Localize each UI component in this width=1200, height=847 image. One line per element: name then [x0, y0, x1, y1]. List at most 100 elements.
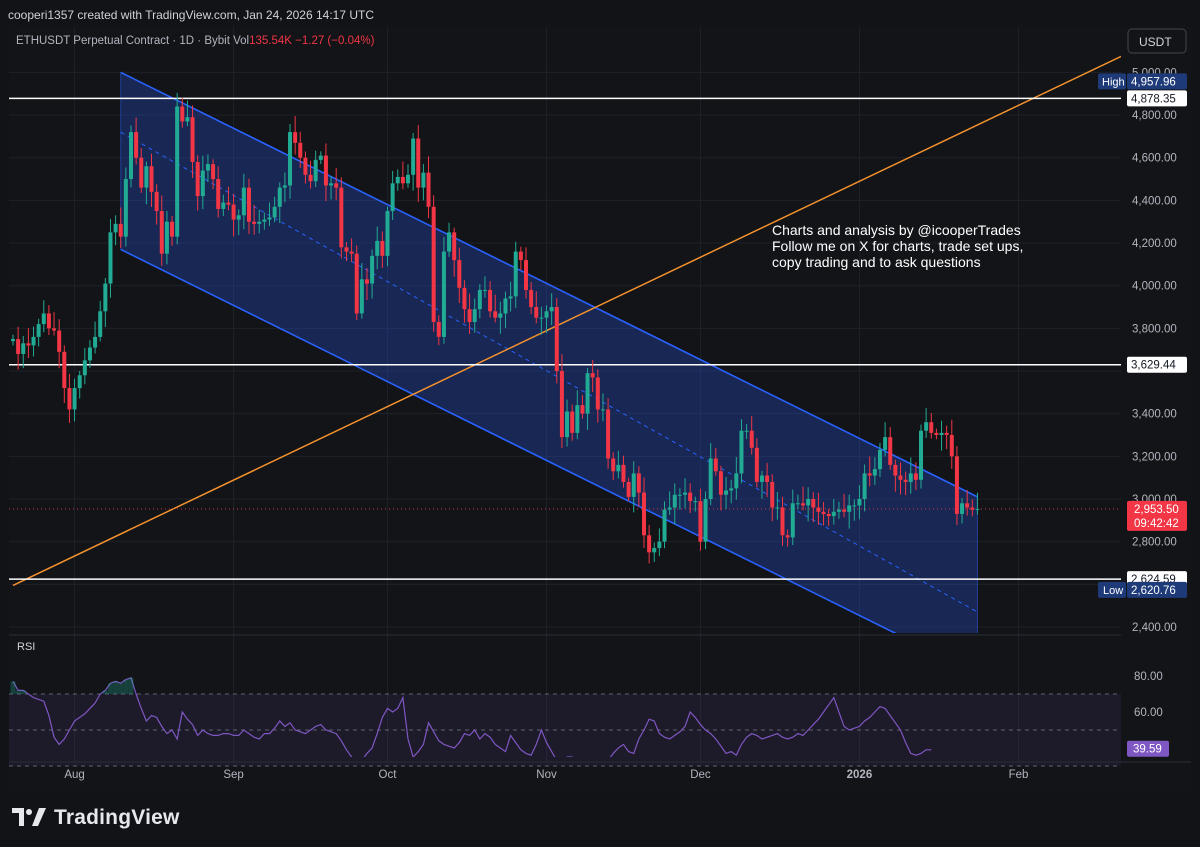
candle-body — [31, 336, 36, 346]
candle-body — [467, 309, 472, 322]
candle-body — [416, 138, 421, 188]
candle-body — [134, 132, 139, 158]
candle-body — [436, 321, 441, 337]
rsi-label: RSI — [17, 641, 35, 653]
candle-body — [252, 221, 257, 224]
candle-body — [877, 449, 882, 470]
orange-trendline — [12, 55, 1121, 587]
time-axis[interactable]: Aug Sep Oct Nov Dec 2026 Feb — [9, 761, 1191, 781]
candle-body — [323, 155, 328, 186]
currency-button[interactable] — [1127, 28, 1187, 54]
candle-body — [421, 172, 426, 188]
candle-body — [123, 179, 128, 237]
high-price-badge: 4,957.96 — [1131, 76, 1176, 88]
candle-body — [765, 475, 770, 482]
candle-body — [749, 430, 754, 448]
candle-body — [11, 339, 15, 342]
candle-body — [903, 479, 908, 482]
candle-body — [267, 217, 272, 220]
candle-body — [221, 202, 226, 209]
candle-body — [282, 185, 287, 188]
candle-body — [498, 313, 503, 318]
rsi-pane: RSI — [9, 641, 1121, 767]
candle-body — [205, 164, 210, 171]
candle-body — [636, 473, 641, 493]
candle-body — [303, 157, 308, 175]
candle-body — [847, 505, 852, 512]
candle-body — [513, 251, 518, 297]
candle-body — [354, 253, 359, 314]
channel-mid-line — [120, 131, 978, 613]
footer-brand: TradingView — [54, 806, 180, 829]
candle-body — [611, 458, 616, 472]
candle-body — [970, 507, 975, 510]
annotation-line: Charts and analysis by @icooperTrades — [772, 222, 1021, 238]
candle-body — [329, 183, 334, 186]
price-axis[interactable]: 5,000.004,800.004,600.004,400.004,200.00… — [1098, 27, 1191, 762]
candle-body — [503, 298, 508, 314]
low-tag-label: Low — [1103, 585, 1123, 597]
candles — [11, 92, 980, 564]
candle-body — [759, 475, 764, 482]
candle-body — [390, 183, 395, 212]
candle-body — [277, 187, 282, 207]
candle-body — [318, 155, 323, 160]
legend: ETHUSDT Perpetual Contract · 1D · Bybit … — [16, 35, 375, 47]
level-badge-bg — [1127, 356, 1187, 373]
candle-body — [154, 191, 159, 212]
candle-body — [616, 464, 621, 472]
candle-body — [944, 432, 949, 436]
candle-body — [170, 221, 175, 237]
candle-body — [872, 469, 877, 476]
time-tick-label: Dec — [690, 769, 711, 781]
chart-frame[interactable]: RSI 5,000.004,800.004,600.004,400.004,20… — [9, 27, 1191, 793]
candle-body — [472, 309, 477, 322]
candle-body — [118, 223, 123, 237]
candle-body — [842, 509, 847, 512]
candle-body — [518, 251, 523, 261]
candle-body — [744, 430, 749, 432]
candle-body — [549, 307, 554, 312]
candle-body — [385, 211, 390, 256]
tradingview-logo-icon — [12, 808, 46, 826]
candle-body — [67, 388, 72, 410]
candle-body — [344, 247, 349, 252]
candle-body — [175, 106, 180, 237]
candle-body — [718, 471, 723, 495]
candle-body — [395, 176, 400, 184]
candle-body — [703, 499, 708, 542]
candle-body — [93, 336, 98, 348]
candle-body — [508, 296, 513, 299]
candle-body — [677, 494, 682, 496]
countdown-badge: 09:42:42 — [1134, 518, 1179, 530]
candle-body — [462, 287, 467, 310]
chart-labels: ETHUSDT Perpetual Contract · 1D · Bybit … — [16, 35, 1023, 270]
low-tag-bg — [1098, 581, 1126, 598]
candle-body — [359, 279, 364, 314]
candle-body — [708, 458, 713, 499]
level-badge: 4,878.35 — [1131, 93, 1176, 105]
candle-body — [852, 505, 857, 507]
candle-body — [246, 187, 251, 222]
candle-body — [447, 232, 452, 252]
candle-body — [652, 548, 657, 553]
candle-body — [600, 409, 605, 411]
candle-body — [801, 503, 806, 506]
candle-body — [534, 307, 539, 318]
trendline[interactable] — [12, 55, 1121, 587]
candle-body — [554, 307, 559, 372]
candle-body — [406, 174, 411, 184]
candle-body — [144, 166, 149, 188]
candle-body — [806, 499, 811, 506]
rsi-line — [12, 677, 932, 757]
candle-body — [308, 174, 313, 182]
channel-upper-line — [120, 71, 978, 498]
candle-body — [334, 183, 339, 188]
candle-body — [226, 202, 231, 205]
candle-body — [482, 289, 487, 291]
regression-channel[interactable] — [120, 71, 978, 674]
candle-body — [185, 117, 190, 122]
chart-canvas[interactable]: RSI 5,000.004,800.004,600.004,400.004,20… — [9, 27, 1191, 793]
candle-body — [734, 473, 739, 489]
horizontal-levels[interactable] — [9, 97, 1121, 580]
